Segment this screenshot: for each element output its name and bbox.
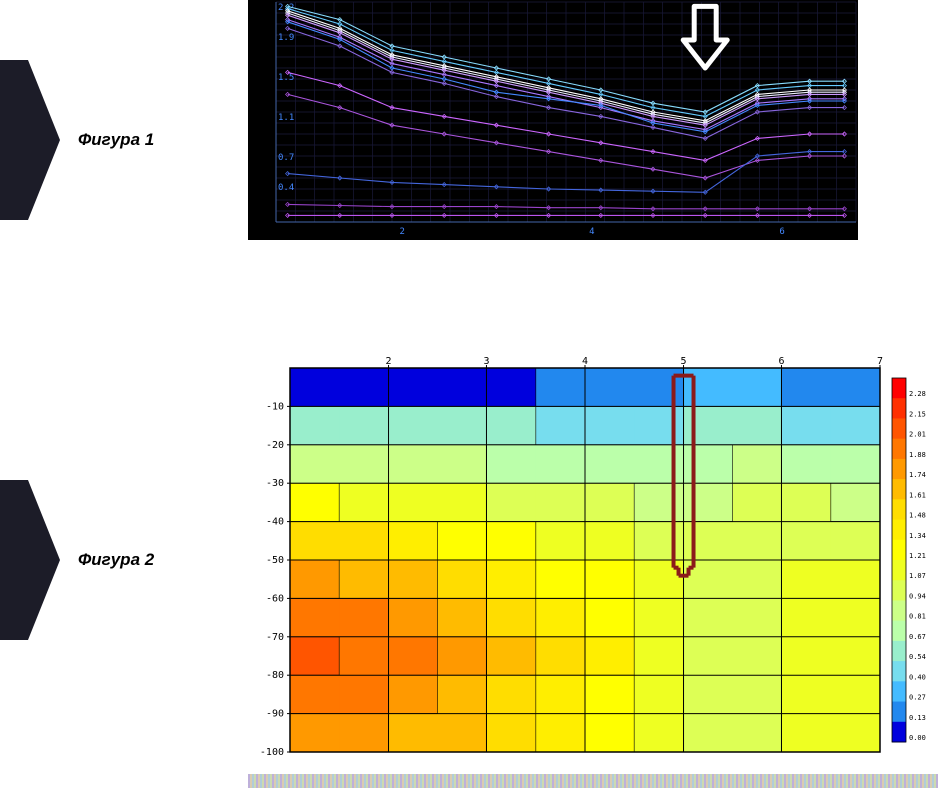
svg-text:0.94: 0.94 (909, 592, 926, 600)
svg-text:0.67: 0.67 (909, 633, 926, 641)
figure2-label-block: Фигура 2 (0, 480, 154, 640)
svg-text:0.81: 0.81 (909, 613, 926, 621)
chevron-icon (0, 60, 60, 220)
svg-text:0.4: 0.4 (278, 183, 294, 193)
svg-text:-30: -30 (266, 478, 284, 489)
svg-text:1.21: 1.21 (909, 552, 926, 560)
svg-text:1.48: 1.48 (909, 512, 926, 520)
figure1-chart: 2.21.91.51.10.70.4246 (248, 0, 858, 240)
svg-text:1.61: 1.61 (909, 491, 926, 499)
svg-text:-80: -80 (266, 670, 284, 681)
svg-text:1.34: 1.34 (909, 532, 926, 540)
figure2-label: Фигура 2 (78, 550, 154, 570)
svg-text:0.40: 0.40 (909, 673, 926, 681)
svg-text:2: 2 (399, 227, 404, 237)
svg-text:0.00: 0.00 (909, 734, 926, 742)
svg-text:0.54: 0.54 (909, 653, 926, 661)
svg-text:1.88: 1.88 (909, 451, 926, 459)
svg-text:-60: -60 (266, 593, 284, 604)
svg-text:2.15: 2.15 (909, 410, 926, 418)
svg-text:1.07: 1.07 (909, 572, 926, 580)
svg-text:1.74: 1.74 (909, 471, 926, 479)
figure1-label: Фигура 1 (78, 130, 154, 150)
svg-text:-70: -70 (266, 632, 284, 643)
noise-bar (248, 774, 938, 788)
figure1-label-block: Фигура 1 (0, 60, 154, 220)
svg-text:4: 4 (589, 227, 594, 237)
chevron-icon (0, 480, 60, 640)
svg-text:1.5: 1.5 (278, 73, 294, 83)
svg-text:-20: -20 (266, 440, 284, 451)
figure2-chart: 234567-10-20-30-40-50-60-70-80-90-1002.2… (248, 350, 938, 760)
svg-text:-90: -90 (266, 709, 284, 720)
svg-text:0.27: 0.27 (909, 694, 926, 702)
svg-text:2.28: 2.28 (909, 390, 926, 398)
svg-text:-100: -100 (260, 747, 284, 758)
svg-text:0.7: 0.7 (278, 153, 294, 163)
svg-text:1.9: 1.9 (278, 33, 294, 43)
svg-text:0.13: 0.13 (909, 714, 926, 722)
svg-text:1.1: 1.1 (278, 113, 294, 123)
svg-text:-40: -40 (266, 517, 284, 528)
svg-text:-10: -10 (266, 401, 284, 412)
svg-text:2.01: 2.01 (909, 431, 926, 439)
svg-text:-50: -50 (266, 555, 284, 566)
svg-text:6: 6 (779, 227, 784, 237)
